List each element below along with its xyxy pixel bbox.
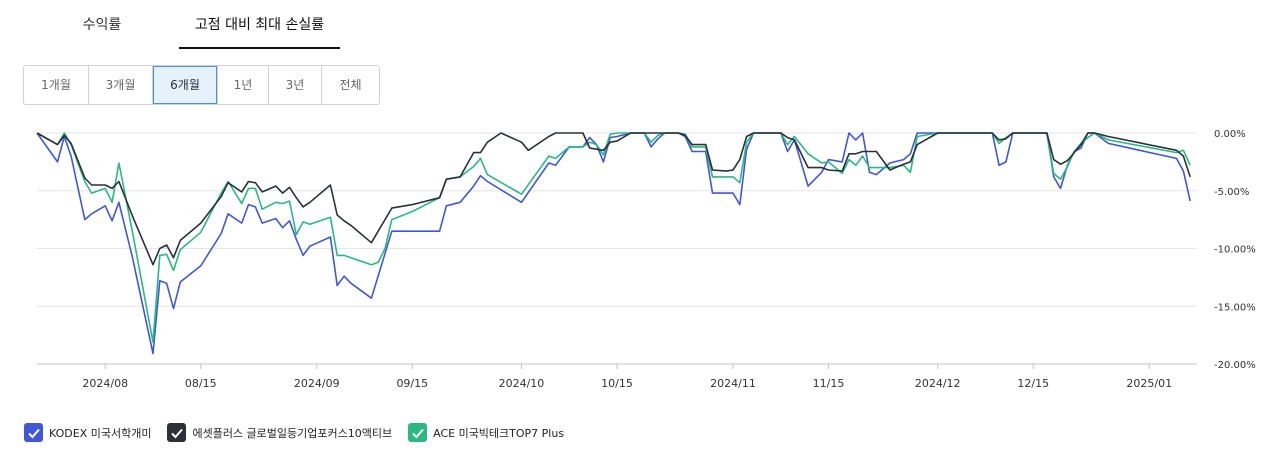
checkmark-icon xyxy=(171,428,183,438)
legend-checkbox-ace[interactable] xyxy=(408,423,428,442)
y-axis-labels: 0.00% -5.00% -10.00% -15.00% -20.00% xyxy=(1214,129,1256,371)
x-tick-label: 10/15 xyxy=(601,377,633,390)
legend-label-ace: ACE 미국빅테크TOP7 Plus xyxy=(433,426,565,440)
legend-item-ace[interactable]: ACE 미국빅테크TOP7 Plus xyxy=(408,423,564,442)
period-selector: 1개월 3개월 6개월 1년 3년 전체 xyxy=(23,65,380,105)
y-tick-label: -5.00% xyxy=(1214,187,1249,198)
period-3-year-button[interactable]: 3년 xyxy=(269,66,322,104)
x-axis-labels: 2024/08 08/15 2024/09 09/15 2024/10 10/15 2024… xyxy=(82,364,1172,390)
y-tick-label: -15.00% xyxy=(1214,302,1256,313)
tab-max-drawdown[interactable]: 고점 대비 최대 손실률 xyxy=(179,0,340,50)
chart-series xyxy=(36,132,1191,355)
x-tick-label: 09/15 xyxy=(396,377,428,390)
y-tick-label: -10.00% xyxy=(1214,245,1256,256)
series-line-0 xyxy=(36,132,1191,355)
tab-returns[interactable]: 수익률 xyxy=(82,17,122,33)
x-tick-label: 12/15 xyxy=(1017,377,1049,390)
period-6-month-button[interactable]: 6개월 xyxy=(153,66,218,104)
y-tick-label: -20.00% xyxy=(1214,360,1256,371)
x-tick-label: 2024/12 xyxy=(915,377,961,390)
legend-label-kodex: KODEX 미국서학개미 xyxy=(49,426,152,440)
legend-item-assetplus[interactable]: 에셋플러스 글로벌일등기업포커스10액티브 xyxy=(167,423,392,442)
x-tick-label: 2025/01 xyxy=(1126,377,1172,390)
legend-checkbox-assetplus[interactable] xyxy=(167,423,187,442)
series-line-1 xyxy=(36,132,1191,266)
x-tick-label: 08/15 xyxy=(185,377,217,390)
chart-legend: KODEX 미국서학개미 에셋플러스 글로벌일등기업포커스10액티브 ACE 미… xyxy=(24,423,580,442)
x-tick-label: 2024/11 xyxy=(710,377,756,390)
checkmark-icon xyxy=(27,428,40,438)
drawdown-chart: 0.00% -5.00% -10.00% -15.00% -20.00% 2024/08… xyxy=(36,129,1256,390)
period-1-year-button[interactable]: 1년 xyxy=(218,66,269,104)
x-tick-label: 2024/09 xyxy=(294,377,340,390)
checkmark-icon xyxy=(411,428,424,438)
x-tick-label: 2024/10 xyxy=(499,377,545,390)
tab-bar: 수익률 고점 대비 최대 손실률 xyxy=(0,0,420,50)
legend-checkbox-kodex[interactable] xyxy=(24,423,43,442)
x-tick-label: 2024/08 xyxy=(82,377,128,390)
period-1-month-button[interactable]: 1개월 xyxy=(24,66,89,104)
period-all-button[interactable]: 전체 xyxy=(322,66,379,104)
legend-label-assetplus: 에셋플러스 글로벌일등기업포커스10액티브 xyxy=(192,426,393,440)
series-line-2 xyxy=(36,132,1191,343)
period-3-month-button[interactable]: 3개월 xyxy=(89,66,153,104)
x-tick-label: 11/15 xyxy=(813,377,845,390)
y-tick-label: 0.00% xyxy=(1214,129,1246,140)
legend-item-kodex[interactable]: KODEX 미국서학개미 xyxy=(24,423,151,442)
